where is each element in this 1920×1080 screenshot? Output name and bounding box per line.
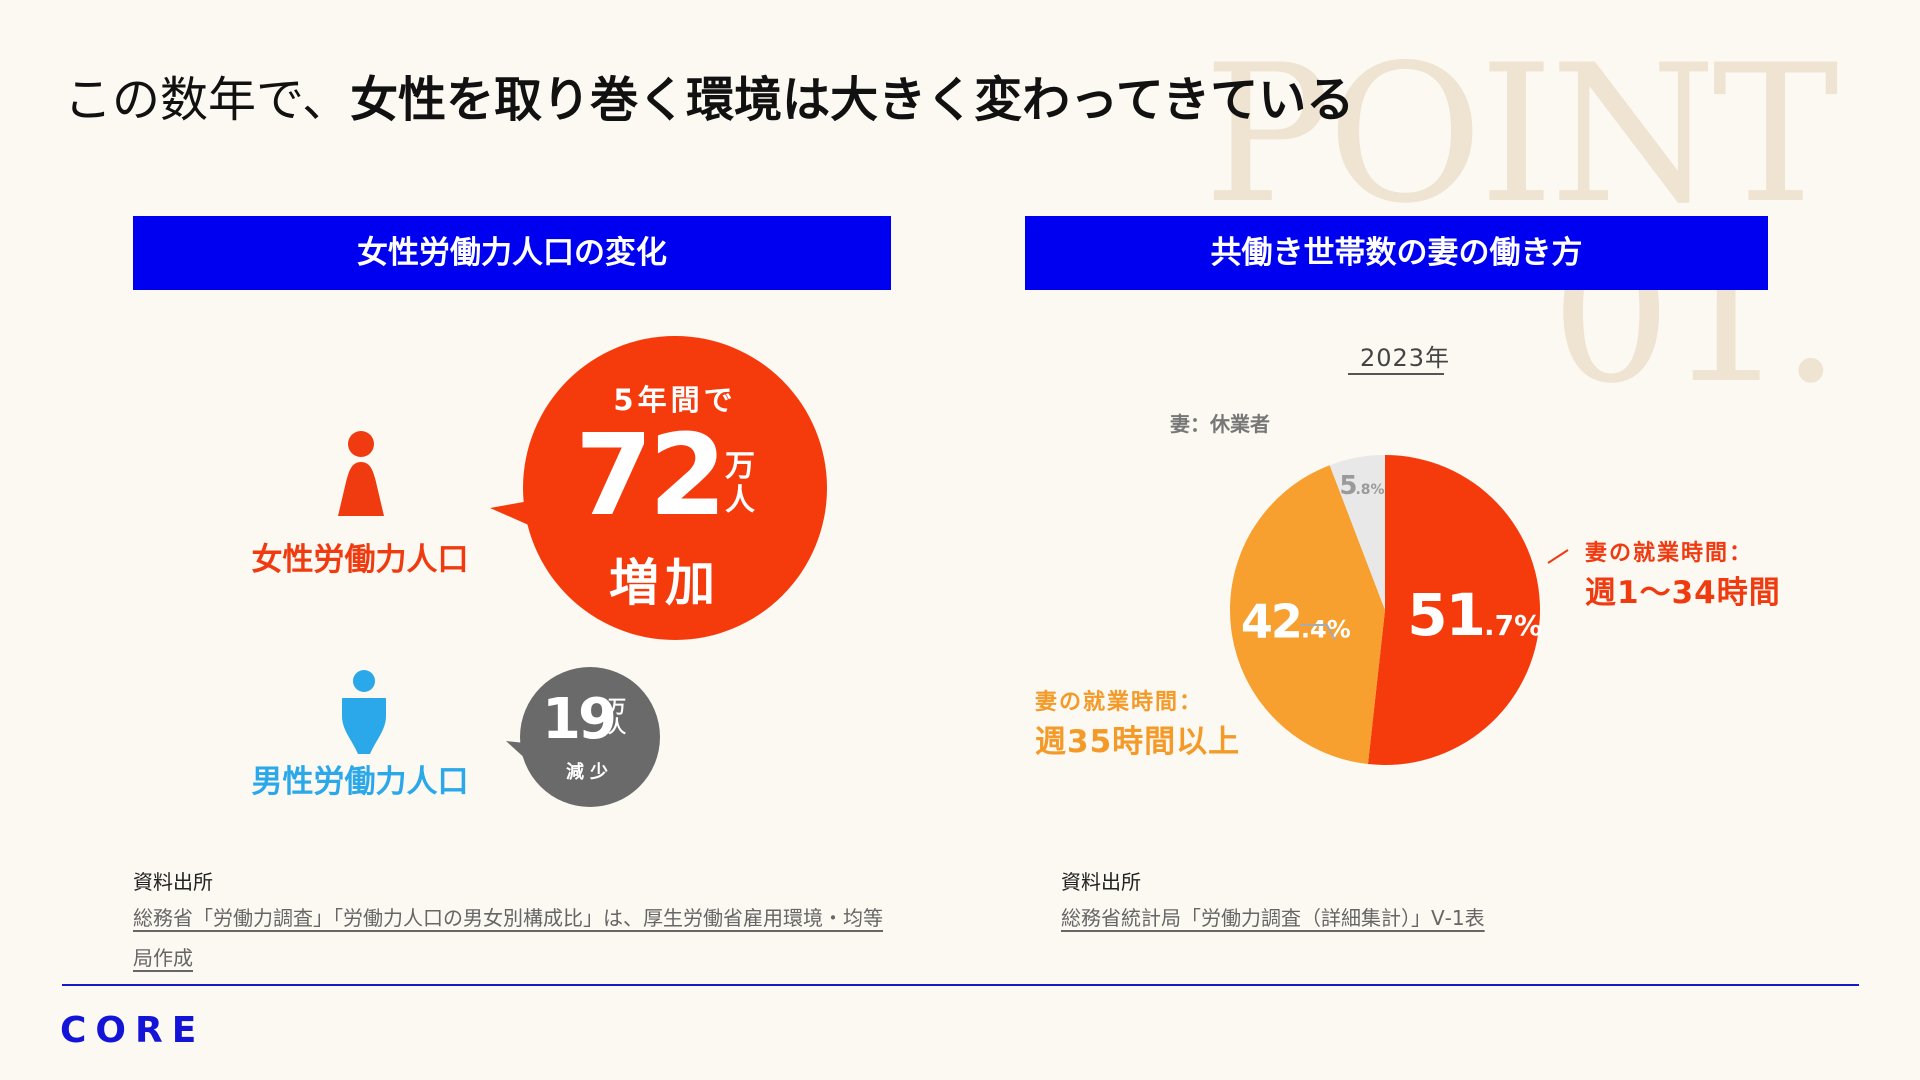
increase-period-text: 5年間で — [613, 383, 737, 417]
increase-word: 増加 — [609, 554, 721, 612]
left-source-text: 総務省「労働力調査」「労働力人口の男女別構成比」は、厚生労働省雇用環境・均等局作… — [133, 906, 883, 970]
page-title: この数年で、女性を取り巻く環境は大きく変わってきている — [64, 68, 1354, 132]
work-style-pie-chart: 51.7% 42.4% 5.8% — [1230, 455, 1569, 765]
long-hours-slice-sub: 週35時間以上 — [1035, 724, 1241, 760]
left-source-title: 資料出所 — [133, 870, 213, 894]
core-logo: CORE — [60, 1010, 206, 1051]
female-person-icon — [338, 431, 384, 516]
short-hours-slice-sub: 週1～34時間 — [1585, 575, 1781, 611]
increase-bubble-content: 5年間で 72 万人 増加 — [520, 338, 830, 648]
pie-slice-2 — [1329, 455, 1385, 610]
short-hours-leader-line — [1547, 549, 1569, 564]
decrease-number: 19 — [542, 687, 617, 752]
pie-slice-1 — [1230, 465, 1385, 765]
decrease-word: 減少 — [566, 762, 614, 783]
male-workforce-label: 男性労働力人口 — [251, 764, 469, 800]
short-hours-slice-title: 妻の就業時間： — [1585, 541, 1754, 566]
pie-value-label-0: 51.7% — [1407, 581, 1542, 649]
increase-number: 72 — [575, 411, 727, 541]
year-underline — [1348, 373, 1444, 375]
decrease-unit: 万人 — [608, 697, 626, 738]
page-title-lead: この数年で、 — [64, 72, 351, 128]
increase-unit: 万人 — [725, 449, 755, 518]
page-title-emphasis: 女性を取り巻く環境は大きく変わってきている — [350, 72, 1355, 128]
left-panel-title: 女性労働力人口の変化 — [133, 216, 891, 290]
rest-leader-line — [1300, 624, 1336, 641]
pie-slices — [1230, 455, 1541, 765]
pie-value-label-1: 42.4% — [1241, 595, 1351, 649]
pie-value-labels: 51.7% 42.4% 5.8% — [1241, 471, 1542, 649]
footer-divider — [62, 984, 1859, 986]
pie-slice-0 — [1367, 455, 1541, 765]
right-source-text: 総務省統計局「労働力調査（詳細集計）」Ⅴ-1表 — [1061, 906, 1485, 930]
female-workforce-label: 女性労働力人口 — [251, 542, 469, 578]
decrease-bubble-content: 19 万人 減少 — [520, 668, 660, 808]
right-panel-title: 共働き世帯数の妻の働き方 — [1025, 216, 1768, 290]
long-hours-slice-title: 妻の就業時間： — [1035, 690, 1204, 715]
male-person-icon — [342, 670, 386, 754]
leave-slice-label: 妻：休業者 — [1170, 412, 1270, 436]
chart-year-label: 2023年 — [1359, 344, 1451, 372]
increase-speech-bubble — [490, 336, 827, 640]
right-source-title: 資料出所 — [1061, 870, 1141, 894]
decrease-speech-bubble — [506, 667, 660, 807]
pie-value-label-2: 5.8% — [1339, 471, 1384, 501]
background-point-text: POINT — [1203, 24, 1839, 245]
